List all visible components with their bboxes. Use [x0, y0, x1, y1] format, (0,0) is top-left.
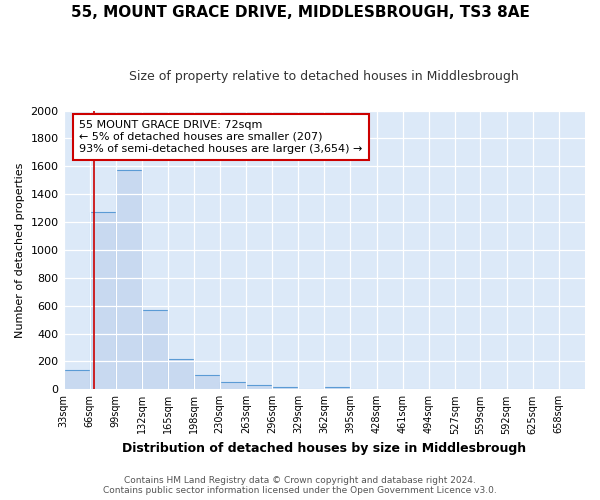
Bar [116, 170, 142, 390]
Bar [142, 310, 168, 390]
Bar [220, 382, 246, 390]
X-axis label: Distribution of detached houses by size in Middlesbrough: Distribution of detached houses by size … [122, 442, 526, 455]
Bar [272, 387, 298, 390]
Text: 55, MOUNT GRACE DRIVE, MIDDLESBROUGH, TS3 8AE: 55, MOUNT GRACE DRIVE, MIDDLESBROUGH, TS… [71, 5, 529, 20]
Text: 55 MOUNT GRACE DRIVE: 72sqm
← 5% of detached houses are smaller (207)
93% of sem: 55 MOUNT GRACE DRIVE: 72sqm ← 5% of deta… [79, 120, 362, 154]
Bar [246, 385, 272, 390]
Bar [194, 376, 220, 390]
Y-axis label: Number of detached properties: Number of detached properties [15, 162, 25, 338]
Bar [89, 212, 116, 390]
Bar [168, 358, 194, 390]
Bar [324, 387, 350, 390]
Text: Contains HM Land Registry data © Crown copyright and database right 2024.
Contai: Contains HM Land Registry data © Crown c… [103, 476, 497, 495]
Title: Size of property relative to detached houses in Middlesbrough: Size of property relative to detached ho… [130, 70, 519, 83]
Bar [64, 370, 89, 390]
